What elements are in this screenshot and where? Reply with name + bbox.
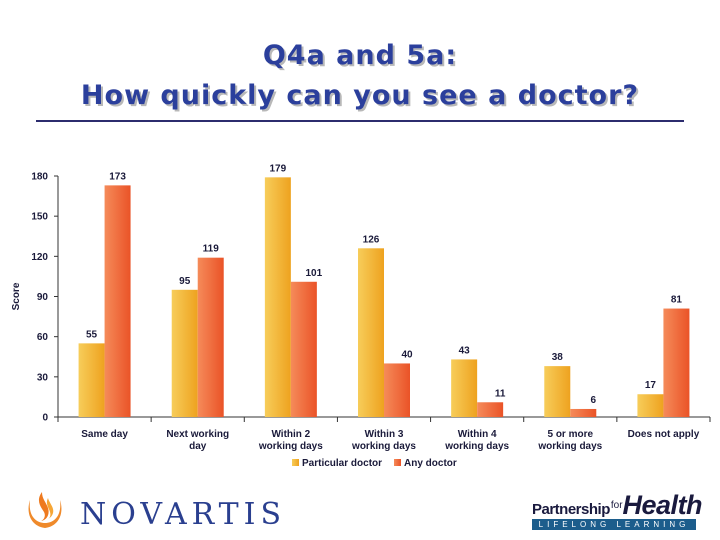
pfh-partnership-text: Partnership xyxy=(532,501,610,518)
x-tick-label: Within 3 xyxy=(365,429,404,440)
x-tick-label: working days xyxy=(258,441,323,452)
data-label: 43 xyxy=(459,345,471,356)
x-tick-label: Within 2 xyxy=(271,429,310,440)
data-label: 40 xyxy=(401,349,413,360)
y-axis-label: Score xyxy=(11,282,22,310)
x-tick-label: working days xyxy=(351,441,416,452)
partnership-for-health-logo: PartnershipforHealth LIFELONG LEARNING xyxy=(532,490,703,530)
bar-chart: 0 30 60 90 120 150 180 Score 55 173 Same day 95 119 N… xyxy=(11,163,711,469)
legend-label: Particular doctor xyxy=(302,458,382,469)
data-label: 95 xyxy=(179,276,191,287)
x-tick-label: Does not apply xyxy=(628,429,700,440)
data-label: 55 xyxy=(86,329,98,340)
y-tick-label: 30 xyxy=(37,372,49,383)
legend-swatch-any-doctor xyxy=(394,459,401,466)
bar-particular-doctor xyxy=(358,248,384,417)
data-label: 119 xyxy=(203,244,220,255)
legend-swatch-particular-doctor xyxy=(292,459,299,466)
bar-particular-doctor xyxy=(544,366,571,417)
x-tick-label: working days xyxy=(537,441,602,452)
y-tick-label: 180 xyxy=(31,172,48,183)
x-tick-label: working days xyxy=(444,441,509,452)
slide-title-line2: How quickly can you see a doctor? xyxy=(80,80,640,111)
slide-title-line1: Q4a and 5a: xyxy=(262,40,458,71)
x-tick-label: 5 or more xyxy=(547,429,593,440)
pfh-health-text: Health xyxy=(622,490,703,520)
bar-any-doctor xyxy=(290,281,317,417)
novartis-flame-icon xyxy=(28,492,62,528)
y-tick-label: 60 xyxy=(37,332,49,343)
data-label: 101 xyxy=(306,268,323,279)
data-label: 81 xyxy=(671,295,683,306)
data-label: 38 xyxy=(552,352,564,363)
data-label: 179 xyxy=(270,163,287,174)
bar-particular-doctor xyxy=(637,394,664,417)
data-label: 126 xyxy=(363,234,380,245)
bar-any-doctor xyxy=(104,185,131,417)
x-tick-label: Same day xyxy=(81,429,128,440)
y-tick-label: 90 xyxy=(37,292,49,303)
bar-any-doctor xyxy=(384,363,410,417)
title-underline xyxy=(36,120,684,122)
data-label: 11 xyxy=(495,388,506,399)
data-label: 6 xyxy=(591,395,597,406)
bar-any-doctor xyxy=(197,257,224,417)
x-tick-label: day xyxy=(189,441,207,452)
novartis-logo: NOVARTIS xyxy=(80,497,287,532)
pfh-for-text: for xyxy=(610,500,623,511)
x-tick-label: Next working xyxy=(166,429,229,440)
pfh-lifelong-learning-band: LIFELONG LEARNING xyxy=(532,519,696,530)
legend-label: Any doctor xyxy=(404,458,457,469)
x-tick-label: Within 4 xyxy=(458,429,497,440)
bar-any-doctor xyxy=(570,408,597,417)
bar-particular-doctor xyxy=(78,343,105,417)
bar-any-doctor xyxy=(477,402,504,417)
y-tick-label: 150 xyxy=(31,212,48,223)
y-tick-label: 120 xyxy=(31,252,48,263)
data-label: 173 xyxy=(109,171,126,182)
data-label: 17 xyxy=(645,380,657,391)
bar-particular-doctor xyxy=(264,177,291,417)
bar-particular-doctor xyxy=(451,359,478,417)
y-tick-label: 0 xyxy=(42,413,48,424)
bar-any-doctor xyxy=(663,308,690,417)
bar-particular-doctor xyxy=(171,289,198,417)
